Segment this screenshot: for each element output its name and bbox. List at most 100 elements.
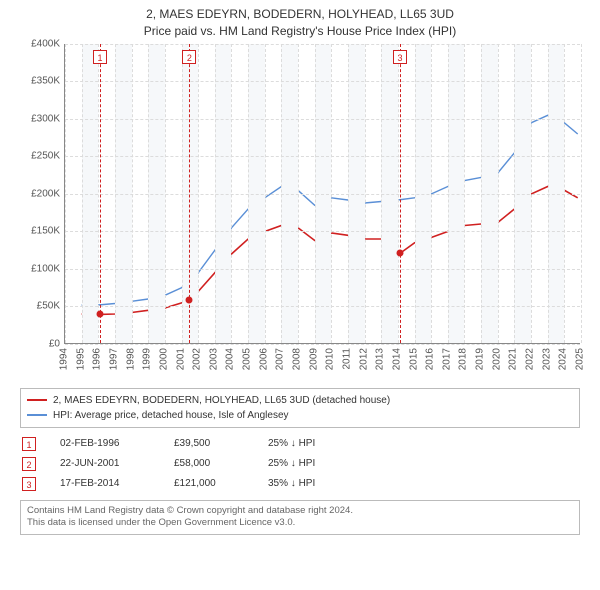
x-tick-label: 2003	[208, 348, 219, 370]
gridline-v	[464, 44, 465, 343]
y-tick-label: £200K	[31, 188, 60, 199]
x-tick-label: 2002	[192, 348, 203, 370]
gridline-h	[65, 306, 580, 307]
gridline-v	[315, 44, 316, 343]
chart-title-block: 2, MAES EDEYRN, BODEDERN, HOLYHEAD, LL65…	[0, 0, 600, 44]
gridline-v	[431, 44, 432, 343]
event-delta: 35% ↓ HPI	[268, 478, 358, 489]
x-tick-label: 2012	[358, 348, 369, 370]
gridline-v	[365, 44, 366, 343]
event-date: 17-FEB-2014	[60, 478, 150, 489]
legend: 2, MAES EDEYRN, BODEDERN, HOLYHEAD, LL65…	[20, 388, 580, 428]
gridline-h	[65, 44, 580, 45]
gridline-v	[298, 44, 299, 343]
event-row: 222-JUN-2001£58,00025% ↓ HPI	[20, 454, 580, 474]
gridline-h	[65, 81, 580, 82]
event-marker-box: 1	[93, 50, 107, 64]
gridline-v	[132, 44, 133, 343]
gridline-v	[548, 44, 549, 343]
gridline-h	[65, 269, 580, 270]
x-tick-label: 1995	[75, 348, 86, 370]
event-delta: 25% ↓ HPI	[268, 438, 358, 449]
gridline-v	[348, 44, 349, 343]
event-row: 102-FEB-1996£39,50025% ↓ HPI	[20, 434, 580, 454]
gridline-v	[82, 44, 83, 343]
event-marker-box: 2	[182, 50, 196, 64]
x-tick-label: 2022	[525, 348, 536, 370]
x-tick-label: 2010	[325, 348, 336, 370]
x-tick-label: 2000	[158, 348, 169, 370]
x-tick-label: 2008	[292, 348, 303, 370]
gridline-v	[331, 44, 332, 343]
event-price: £121,000	[174, 478, 244, 489]
x-tick-label: 2013	[375, 348, 386, 370]
gridline-v	[564, 44, 565, 343]
footer-line-1: Contains HM Land Registry data © Crown c…	[27, 505, 573, 518]
x-tick-label: 2021	[508, 348, 519, 370]
y-tick-label: £250K	[31, 151, 60, 162]
gridline-v	[398, 44, 399, 343]
gridline-h	[65, 156, 580, 157]
gridline-v	[248, 44, 249, 343]
x-tick-label: 2015	[408, 348, 419, 370]
gridline-v	[514, 44, 515, 343]
gridline-v	[415, 44, 416, 343]
x-tick-label: 2018	[458, 348, 469, 370]
gridline-v	[65, 44, 66, 343]
x-tick-label: 1997	[108, 348, 119, 370]
y-tick-label: £350K	[31, 76, 60, 87]
x-tick-label: 2020	[491, 348, 502, 370]
event-table: 102-FEB-1996£39,50025% ↓ HPI222-JUN-2001…	[20, 434, 580, 494]
gridline-v	[182, 44, 183, 343]
event-marker-line	[100, 44, 101, 343]
x-tick-label: 1996	[92, 348, 103, 370]
event-delta: 25% ↓ HPI	[268, 458, 358, 469]
gridline-v	[215, 44, 216, 343]
x-tick-label: 1998	[125, 348, 136, 370]
gridline-v	[498, 44, 499, 343]
legend-item: HPI: Average price, detached house, Isle…	[27, 408, 573, 423]
event-row: 317-FEB-2014£121,00035% ↓ HPI	[20, 474, 580, 494]
gridline-v	[265, 44, 266, 343]
price-point-dot	[96, 310, 103, 317]
y-tick-label: £400K	[31, 38, 60, 49]
x-tick-label: 2024	[558, 348, 569, 370]
gridline-v	[115, 44, 116, 343]
y-tick-label: £100K	[31, 263, 60, 274]
event-marker-box: 3	[393, 50, 407, 64]
x-tick-label: 2014	[391, 348, 402, 370]
plot-area: 1 2 3	[64, 44, 580, 344]
event-number: 1	[22, 437, 36, 451]
gridline-v	[531, 44, 532, 343]
gridline-v	[148, 44, 149, 343]
legend-label: HPI: Average price, detached house, Isle…	[53, 408, 289, 423]
y-axis: £0£50K£100K£150K£200K£250K£300K£350K£400…	[20, 44, 64, 344]
legend-label: 2, MAES EDEYRN, BODEDERN, HOLYHEAD, LL65…	[53, 393, 390, 408]
event-price: £39,500	[174, 438, 244, 449]
legend-swatch	[27, 414, 47, 416]
title-line-2: Price paid vs. HM Land Registry's House …	[0, 23, 600, 40]
x-axis: 1994199519961997199819992000200120022003…	[64, 344, 580, 384]
footer-line-2: This data is licensed under the Open Gov…	[27, 517, 573, 530]
title-line-1: 2, MAES EDEYRN, BODEDERN, HOLYHEAD, LL65…	[0, 6, 600, 23]
x-tick-label: 2025	[575, 348, 586, 370]
event-number: 2	[22, 457, 36, 471]
y-tick-label: £300K	[31, 113, 60, 124]
x-tick-label: 1999	[142, 348, 153, 370]
gridline-h	[65, 231, 580, 232]
chart: £0£50K£100K£150K£200K£250K£300K£350K£400…	[20, 44, 580, 384]
x-tick-label: 2011	[341, 348, 352, 370]
x-tick-label: 2009	[308, 348, 319, 370]
x-tick-label: 2017	[441, 348, 452, 370]
x-tick-label: 2023	[541, 348, 552, 370]
price-point-dot	[186, 297, 193, 304]
event-price: £58,000	[174, 458, 244, 469]
x-tick-label: 2001	[175, 348, 186, 370]
x-tick-label: 2004	[225, 348, 236, 370]
event-marker-line	[400, 44, 401, 343]
x-tick-label: 2019	[475, 348, 486, 370]
gridline-v	[231, 44, 232, 343]
legend-item: 2, MAES EDEYRN, BODEDERN, HOLYHEAD, LL65…	[27, 393, 573, 408]
y-tick-label: £50K	[37, 301, 60, 312]
gridline-v	[281, 44, 282, 343]
